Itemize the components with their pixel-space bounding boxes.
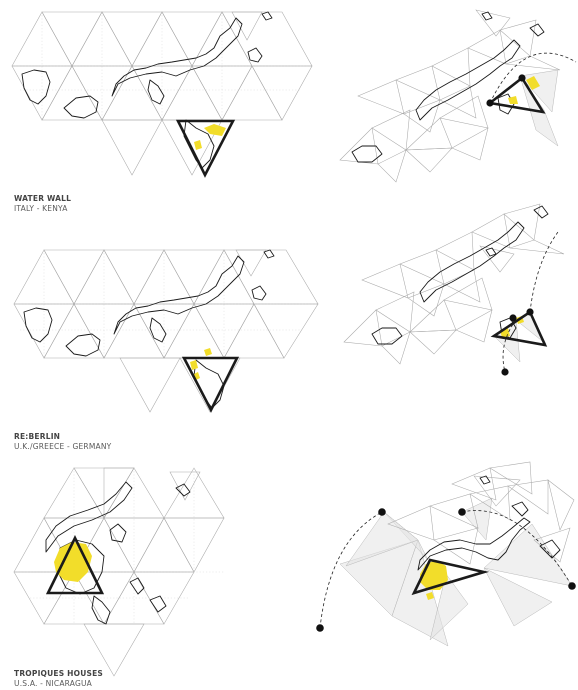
route-highlight <box>508 76 540 104</box>
project-route: ITALY - KENYA <box>14 203 68 213</box>
project-title: WATER WALL <box>14 194 72 203</box>
fold-arc <box>319 511 383 629</box>
flat-map-water-wall <box>11 11 313 178</box>
fold-arc <box>529 231 559 313</box>
project-route: U.K./GREECE - GERMANY <box>14 441 112 451</box>
flat-map-re-berlin <box>13 249 319 413</box>
fold-vertex-marker <box>458 508 466 516</box>
coastlines <box>21 11 273 169</box>
coastlines <box>45 481 191 625</box>
active-face-triangle <box>411 558 490 596</box>
coastlines <box>351 11 545 163</box>
fold-arc <box>489 52 577 104</box>
fold-vertex-marker <box>509 314 517 322</box>
project-title: TROPIQUES HOUSES <box>14 669 104 678</box>
active-face-triangle <box>181 356 240 413</box>
fold-vertex-marker <box>518 74 526 82</box>
folded-globe-water-wall <box>339 9 577 183</box>
caption-tropiques-houses: TROPIQUES HOUSES U.S.A. - NICARAGUA <box>14 669 103 688</box>
coastlines <box>23 249 275 409</box>
icosahedron-net <box>11 11 313 176</box>
icosahedron-net <box>13 467 225 677</box>
folded-net <box>343 203 565 365</box>
fold-vertex-marker <box>501 368 509 376</box>
active-face-triangle <box>45 535 105 595</box>
caption-re-berlin: RE:BERLIN U.K./GREECE - GERMANY <box>14 432 111 451</box>
active-face-triangle <box>486 76 546 114</box>
folded-globe-re-berlin <box>343 203 565 376</box>
flat-map-tropiques-houses <box>13 467 225 677</box>
fold-vertex-marker <box>526 308 534 316</box>
caption-water-wall: WATER WALL ITALY - KENYA <box>14 194 71 213</box>
folded-net <box>339 461 575 647</box>
project-title: RE:BERLIN <box>14 432 61 441</box>
folded-net <box>339 9 561 183</box>
route-highlight <box>190 348 212 380</box>
fold-vertex-marker <box>378 508 386 516</box>
icosahedron-net <box>13 249 319 413</box>
project-route: U.S.A. - NICARAGUA <box>14 678 93 688</box>
folded-globe-tropiques-houses <box>316 461 576 647</box>
fold-vertex-marker <box>486 99 494 107</box>
fold-vertex-marker <box>568 582 576 590</box>
fold-vertex-marker <box>316 624 324 632</box>
coastlines <box>417 475 561 571</box>
active-face-triangle <box>175 119 236 178</box>
active-face-triangle <box>490 310 548 347</box>
route-highlight <box>194 124 226 150</box>
fold-arc <box>461 510 573 587</box>
fold-arc <box>502 319 517 373</box>
